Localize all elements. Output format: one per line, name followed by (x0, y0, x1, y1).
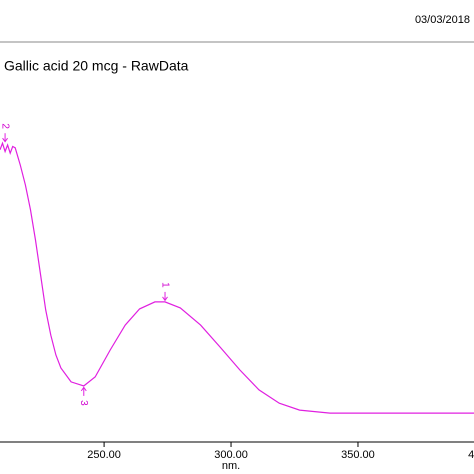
peak-arrow-head (80, 386, 87, 392)
date: 03/03/2018 (415, 14, 470, 26)
peak-arrow-head (162, 296, 168, 302)
peak-label: 1 (159, 282, 170, 288)
x-tick-label: 250.00 (87, 449, 121, 461)
chart-title: Gallic acid 20 mcg - RawData (4, 58, 189, 74)
x-tick-label: 300.00 (214, 449, 248, 461)
x-tick-label: 400.00 (468, 449, 474, 461)
x-tick-label: 350.00 (341, 449, 375, 461)
peak-label: 2 (0, 123, 10, 129)
spectrum-line (0, 141, 474, 414)
x-axis-label: nm. (222, 460, 240, 472)
peak-label: 3 (78, 400, 89, 406)
peak-arrow-head (2, 137, 8, 143)
